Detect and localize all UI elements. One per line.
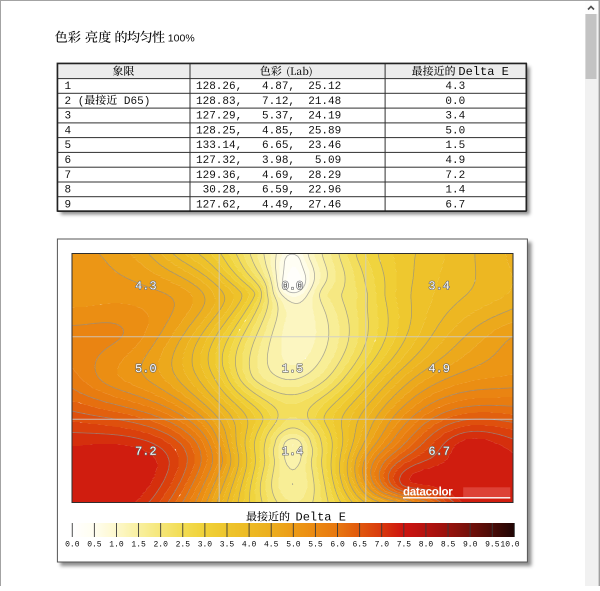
svg-text:1.4: 1.4 [445,185,465,197]
svg-text:6.5: 6.5 [352,540,367,549]
svg-text:8.5: 8.5 [441,540,456,549]
svg-text:4.0: 4.0 [242,540,257,549]
svg-text:7.0: 7.0 [375,540,390,549]
svg-text:5.0: 5.0 [286,540,301,549]
svg-text:6.0: 6.0 [330,540,345,549]
svg-text:0.0: 0.0 [65,540,80,549]
svg-text:1: 1 [65,81,72,93]
svg-text:133.14, 6.65, 23.46: 133.14, 6.65, 23.46 [196,140,341,152]
svg-text:127.29, 5.37, 24.19: 127.29, 5.37, 24.19 [196,111,341,123]
svg-text:30.28, 6.59, 22.96: 30.28, 6.59, 22.96 [196,185,341,197]
svg-text:5.5: 5.5 [308,540,323,549]
svg-text:9.5: 9.5 [485,540,500,549]
svg-text:2: 2 [65,96,72,108]
svg-text:4.3: 4.3 [445,81,465,93]
svg-text:128.26, 4.87, 25.12: 128.26, 4.87, 25.12 [196,81,341,93]
svg-text:3.5: 3.5 [220,540,235,549]
svg-text:7.2: 7.2 [445,170,465,182]
svg-text:1.5: 1.5 [445,140,465,152]
svg-text:3.0: 3.0 [198,540,213,549]
svg-text:127.32, 3.98, 5.09: 127.32, 3.98, 5.09 [196,155,341,167]
svg-text:6.7: 6.7 [445,199,465,211]
svg-text:4: 4 [65,126,72,138]
svg-text:2.0: 2.0 [153,540,168,549]
svg-text:5: 5 [65,140,72,152]
svg-text:4.9: 4.9 [445,155,465,167]
svg-text:9: 9 [65,199,72,211]
svg-text:8.0: 8.0 [419,540,434,549]
svg-text:Delta E: Delta E [458,65,508,79]
svg-text:3.4: 3.4 [445,111,465,123]
svg-text:3: 3 [65,111,72,123]
svg-text:Delta E: Delta E [296,510,346,524]
svg-text:7.5: 7.5 [397,540,412,549]
svg-text:7: 7 [65,170,72,182]
svg-text:128.83, 7.12, 21.48: 128.83, 7.12, 21.48 [196,96,341,108]
svg-text:129.36, 4.69, 28.29: 129.36, 4.69, 28.29 [196,170,341,182]
svg-text:0.0: 0.0 [445,96,465,108]
svg-text:0.5: 0.5 [87,540,102,549]
svg-text:100%: 100% [168,33,195,45]
svg-text:10.0: 10.0 [500,540,519,549]
svg-text:datacolor: datacolor [403,487,453,499]
svg-text:(: ( [78,96,85,108]
svg-text:4.5: 4.5 [264,540,279,549]
svg-text:127.62, 4.49, 27.46: 127.62, 4.49, 27.46 [196,199,341,211]
svg-text:2.5: 2.5 [176,540,191,549]
svg-text:128.25, 4.85, 25.89: 128.25, 4.85, 25.89 [196,126,341,138]
svg-text:D65): D65) [117,96,150,108]
svg-text:8: 8 [65,185,72,197]
svg-text:1.0: 1.0 [109,540,124,549]
svg-text:5.0: 5.0 [445,126,465,138]
svg-text:1.5: 1.5 [131,540,146,549]
svg-text:9.0: 9.0 [463,540,478,549]
svg-text:6: 6 [65,155,72,167]
